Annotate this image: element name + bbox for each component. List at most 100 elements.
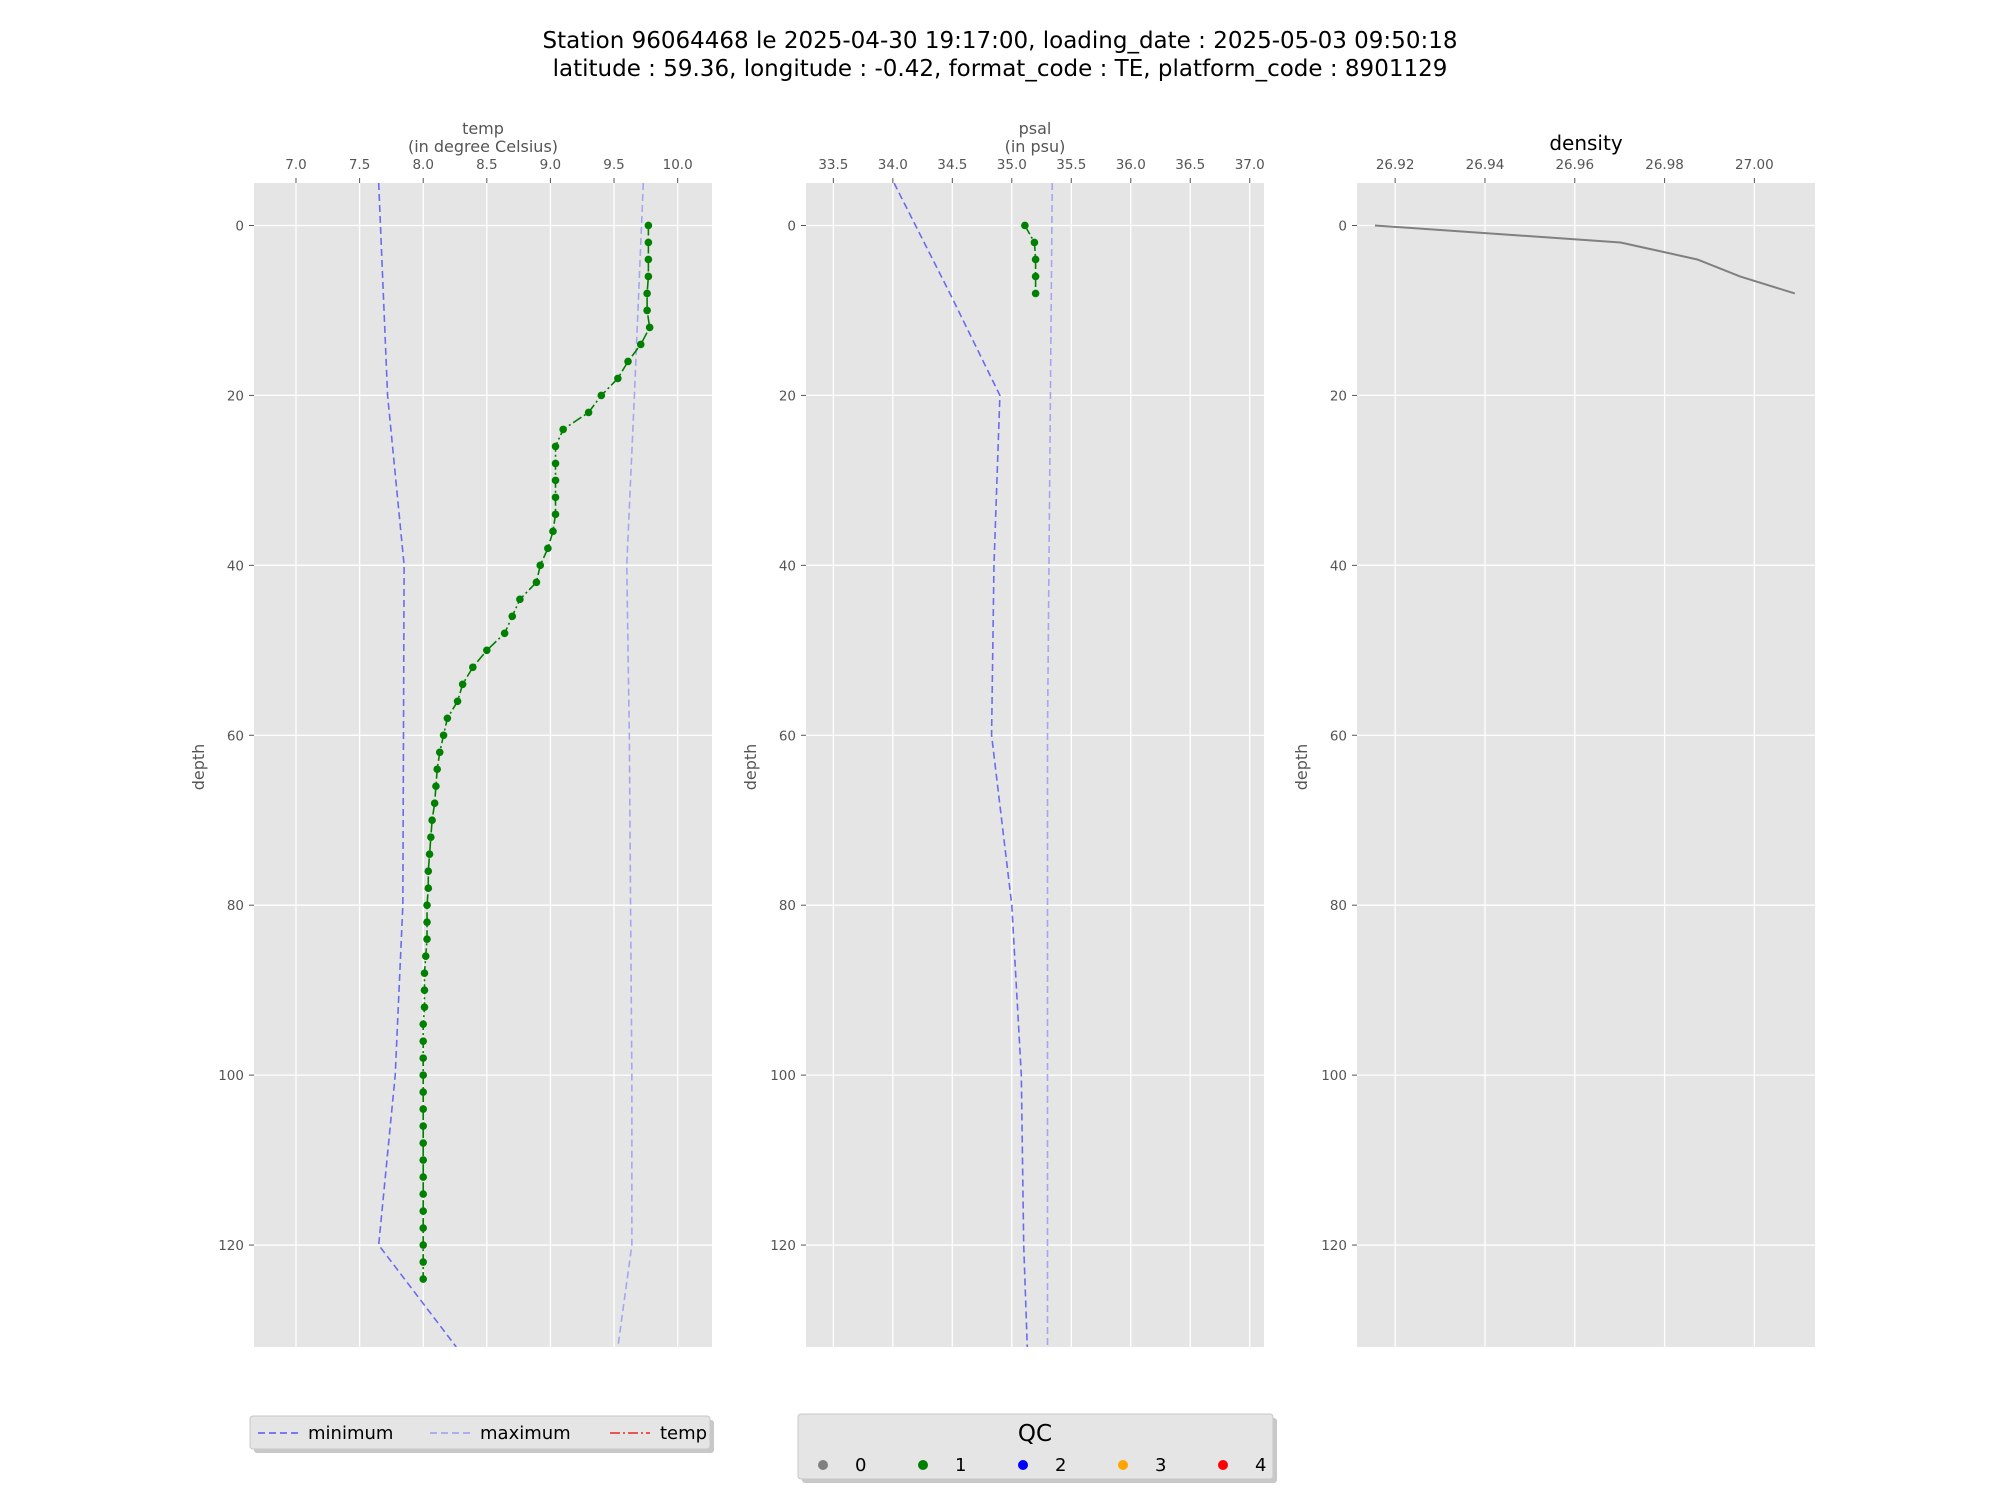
maximum-line: [1046, 183, 1054, 1347]
profile-point: [424, 867, 433, 876]
profile-point: [636, 340, 645, 349]
figure-title-line2: latitude : 59.36, longitude : -0.42, for…: [553, 56, 1448, 82]
legend-lines-box: [249, 1415, 711, 1450]
plot-area: [806, 183, 1264, 1347]
x-tick-label: 36.0: [1116, 157, 1146, 173]
legend-qc-marker: [1218, 1460, 1228, 1470]
legend-minimum-label: minimum: [308, 1423, 393, 1444]
profile-point: [1030, 238, 1039, 247]
profile-point: [419, 1105, 428, 1113]
profile-point: [597, 391, 606, 400]
legend-qc-marker: [918, 1460, 928, 1470]
profile-point: [643, 306, 651, 315]
legend-qc-title: QC: [1018, 1421, 1052, 1447]
profile-point: [419, 1071, 428, 1079]
y-tick-label: 80: [1330, 898, 1347, 914]
legend-qc-marker: [1018, 1460, 1028, 1470]
profile-point: [430, 799, 439, 808]
legend-maximum-label: maximum: [480, 1423, 571, 1444]
profile-point: [508, 612, 517, 621]
panel-3: 26.92 26.94 26.96 26.98 27.00 0 20 40 60 80 100 120…: [1292, 131, 1815, 1347]
profile-point: [419, 1190, 428, 1198]
profile-point: [419, 1037, 428, 1045]
y-tick-label: 100: [770, 1068, 796, 1084]
profile-point: [420, 969, 429, 977]
x-tick-label: 37.0: [1235, 157, 1265, 173]
profile-point: [551, 476, 560, 485]
y-axis-label: depth: [741, 744, 760, 791]
y-tick-label: 40: [779, 558, 796, 574]
y-axis-label: depth: [189, 744, 208, 791]
profile-point: [427, 833, 435, 842]
profile-point: [551, 493, 560, 502]
panels: 7.0 7.5 8.0 8.5 9.0 9.5 10.0 0 20 40 60 80 100 120 tem…: [189, 119, 1815, 1347]
profile-point: [584, 408, 593, 417]
y-axis-label: depth: [1292, 744, 1311, 791]
x-tick-label: 10.0: [663, 157, 693, 173]
profile-point: [453, 697, 462, 706]
x-tick-label: 27.00: [1735, 157, 1774, 173]
profile-point: [469, 663, 477, 672]
profile-point: [544, 544, 552, 553]
x-tick-label: 8.0: [412, 157, 433, 173]
profile-point: [500, 629, 509, 638]
x-axis-label: temp: [462, 119, 504, 138]
x-tick-label: 34.5: [937, 157, 967, 173]
x-tick-label: 26.96: [1555, 157, 1594, 173]
profile-point: [419, 1258, 428, 1266]
profile-point: [419, 1156, 428, 1164]
profile-point: [439, 731, 448, 740]
y-tick-label: 120: [770, 1238, 796, 1254]
profile-point: [644, 238, 653, 247]
x-tick-label: 33.5: [818, 157, 848, 173]
profile-point: [419, 1241, 428, 1249]
profile-point: [419, 1224, 428, 1232]
profile-point: [483, 646, 491, 655]
plot-marks: [377, 183, 654, 1347]
plot-marks: [1374, 224, 1796, 295]
y-tick-label: 0: [787, 218, 796, 234]
profile-point: [419, 1207, 428, 1215]
profile-point: [423, 901, 431, 909]
y-tick-label: 60: [779, 728, 796, 744]
x-tick-label: 35.0: [997, 157, 1027, 173]
x-tick-label: 7.5: [349, 157, 370, 173]
profile-point: [419, 1139, 428, 1147]
y-tick-label: 60: [1330, 728, 1347, 744]
profile-point: [643, 289, 651, 298]
y-tick-label: 80: [779, 898, 796, 914]
y-tick-label: 20: [1330, 388, 1347, 404]
legend-qc-label: 0: [855, 1455, 866, 1476]
profile-point: [1031, 289, 1040, 298]
x-tick-label: 26.98: [1645, 157, 1684, 173]
legend-qc-box: [797, 1413, 1274, 1480]
panel-1: 7.0 7.5 8.0 8.5 9.0 9.5 10.0 0 20 40 60 80 100 120 tem…: [189, 119, 712, 1347]
y-tick-label: 100: [218, 1068, 244, 1084]
profile-point: [432, 782, 440, 791]
y-tick-label: 40: [1330, 558, 1347, 574]
legend-qc-marker: [818, 1460, 828, 1470]
legend-temp-label: temp: [660, 1423, 707, 1444]
profile-point: [419, 1173, 428, 1181]
y-tick-label: 0: [1338, 218, 1347, 234]
profile-point: [551, 510, 560, 519]
panel-title: density: [1549, 131, 1622, 155]
profile-point: [443, 714, 452, 723]
y-tick-label: 0: [235, 218, 244, 234]
x-tick-label: 9.5: [603, 157, 624, 173]
profile-point: [1021, 221, 1029, 230]
profile-point: [433, 765, 442, 774]
legend-qc: QC 0 1 2 3 4: [797, 1413, 1277, 1483]
profile-point: [419, 1020, 428, 1028]
legend-qc-label: 2: [1055, 1455, 1066, 1476]
y-tick-label: 100: [1321, 1068, 1347, 1084]
profile-point: [423, 935, 431, 943]
y-tick-label: 120: [218, 1238, 244, 1254]
x-tick-label: 26.92: [1376, 157, 1415, 173]
x-tick-label: 9.0: [540, 157, 561, 173]
legend-lines: minimum maximum temp: [249, 1415, 714, 1453]
legend-qc-marker: [1118, 1460, 1128, 1470]
profile-point: [532, 578, 541, 587]
legend-qc-label: 4: [1255, 1455, 1266, 1476]
